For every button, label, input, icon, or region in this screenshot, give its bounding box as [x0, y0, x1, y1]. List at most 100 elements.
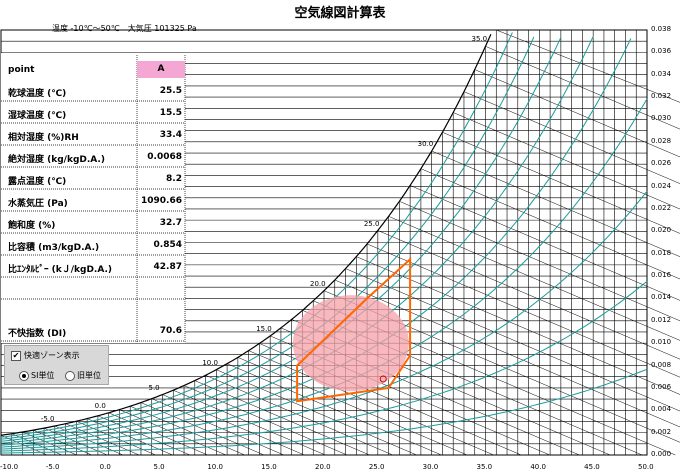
wet-bulb-line: [151, 398, 284, 456]
y-tick-label: 0.004: [651, 405, 672, 414]
row-value: 15.5: [159, 108, 182, 118]
column-header-a: A: [137, 61, 185, 78]
checkbox-icon: ✔: [11, 350, 21, 361]
row-label: 相対湿度 (%)RH: [8, 133, 79, 143]
old-unit-label: 旧単位: [77, 371, 101, 380]
page-title: 空気線図計算表: [294, 6, 386, 21]
row-value: 0.0068: [147, 152, 182, 162]
row-value: 25.5: [159, 86, 182, 96]
y-tick-label: 0.028: [651, 136, 672, 145]
wet-bulb-line: [388, 216, 680, 341]
row-label: 比容積 (m3/kgD.A.): [8, 243, 100, 253]
wet-bulb-line: [410, 185, 680, 301]
x-tick-label: 10.0: [207, 463, 223, 471]
y-tick-label: 0.016: [651, 271, 672, 280]
wet-bulb-line: [216, 369, 417, 456]
row-value: 0.854: [153, 240, 182, 250]
y-tick-label: 0.008: [651, 360, 672, 369]
relative-humidity-curve: [0, 190, 648, 450]
saturation-temp-label: 15.0: [256, 324, 272, 333]
y-tick-label: 0.002: [651, 427, 672, 436]
wet-bulb-line: [334, 279, 680, 428]
saturation-temp-label: 0.0: [94, 401, 106, 410]
radio-selected-icon: [19, 370, 29, 381]
y-tick-label: 0.036: [651, 47, 672, 56]
wet-bulb-line: [485, 46, 680, 130]
y-tick-label: 0.006: [651, 382, 672, 391]
wet-bulb-line: [140, 402, 265, 456]
comfort-zone-checkbox[interactable]: ✔ 快適ゾーン表示: [11, 350, 80, 361]
row-value: 70.6: [159, 326, 182, 336]
x-tick-label: 5.0: [153, 463, 165, 471]
y-tick-label: 0.022: [651, 203, 672, 212]
row-label: 比ｴﾝﾀﾙﾋﾟｰ (kＪ/kgD.A.): [8, 265, 113, 275]
row-value: 8.2: [166, 174, 182, 184]
y-tick-label: 0.014: [651, 293, 672, 302]
x-tick-label: 50.0: [638, 463, 654, 471]
x-tick-label: 0.0: [99, 463, 111, 471]
comfort-ellipse: [292, 295, 409, 392]
wet-bulb-line: [366, 243, 680, 378]
si-unit-radio[interactable]: SI単位: [19, 370, 54, 381]
saturation-temp-label: 20.0: [310, 279, 326, 288]
x-tick-label: 45.0: [584, 463, 600, 471]
wet-bulb-line: [463, 91, 680, 184]
y-tick-label: 0.024: [651, 181, 672, 190]
saturation-temp-label: 30.0: [417, 139, 434, 148]
wet-bulb-line: [453, 112, 680, 210]
relative-humidity-curve: [0, 37, 562, 442]
wet-bulb-line: [377, 230, 680, 360]
control-panel: ✔ 快適ゾーン表示 SI単位 旧単位: [4, 345, 109, 385]
x-tick-label: 30.0: [422, 463, 439, 471]
y-tick-label: 0.000: [651, 450, 672, 458]
saturation-temp-label: 10.0: [202, 358, 218, 367]
wet-bulb-line: [227, 363, 442, 456]
x-tick-label: 35.0: [476, 463, 493, 471]
state-point-a: [379, 375, 387, 383]
wet-bulb-line: [399, 201, 680, 322]
wet-bulb-line: [474, 69, 680, 158]
saturation-temp-label: 5.0: [148, 383, 160, 392]
chart-subtitle: 温度 -10℃～50℃ 大気圧 101325 Pa: [52, 24, 197, 33]
x-tick-label: 25.0: [368, 463, 385, 471]
x-tick-label: -5.0: [45, 463, 60, 471]
wet-bulb-line: [173, 389, 326, 456]
x-tick-label: 40.0: [530, 463, 546, 471]
point-header-label: point: [8, 65, 35, 75]
wet-bulb-line: [205, 375, 393, 456]
relative-humidity-curve: [0, 281, 648, 452]
y-tick-label: 0.012: [651, 315, 672, 324]
y-tick-label: 0.018: [651, 248, 672, 257]
row-label: 乾球温度 (℃): [8, 89, 67, 99]
y-tick-label: 0.032: [651, 92, 672, 101]
wet-bulb-line: [345, 268, 680, 412]
wet-bulb-line: [162, 394, 305, 456]
comfort-zone-label: 快適ゾーン表示: [24, 351, 80, 360]
row-label: 不快指数 (DI): [8, 329, 67, 339]
wet-bulb-line: [130, 405, 245, 456]
saturation-temp-label: 35.0: [471, 35, 488, 44]
y-tick-label: 0.010: [651, 338, 672, 347]
radio-icon: [65, 370, 75, 381]
old-unit-radio[interactable]: 旧単位: [65, 370, 101, 381]
x-tick-label: -10.0: [0, 463, 19, 471]
row-label: 露点温度 (℃): [8, 177, 67, 187]
row-value: 33.4: [159, 130, 182, 140]
comfort-zone-polygon: [296, 257, 412, 403]
saturation-temp-label: -5.0: [40, 414, 55, 423]
row-label: 絶対湿度 (kg/kgD.A.): [8, 155, 105, 165]
y-tick-label: 0.034: [651, 69, 672, 78]
relative-humidity-curve: [1, 368, 648, 454]
row-value: 42.87: [153, 262, 182, 272]
si-unit-label: SI単位: [31, 371, 55, 380]
row-label: 湿球温度 (℃): [8, 111, 67, 121]
relative-humidity-curve: [0, 98, 648, 448]
x-tick-label: 15.0: [261, 463, 277, 471]
row-value: 32.7: [159, 218, 182, 228]
x-tick-label: 20.0: [315, 463, 331, 471]
wet-bulb-line: [442, 132, 680, 234]
y-tick-label: 0.038: [651, 25, 672, 33]
wet-bulb-line: [248, 350, 494, 456]
wet-bulb-line: [420, 168, 680, 280]
